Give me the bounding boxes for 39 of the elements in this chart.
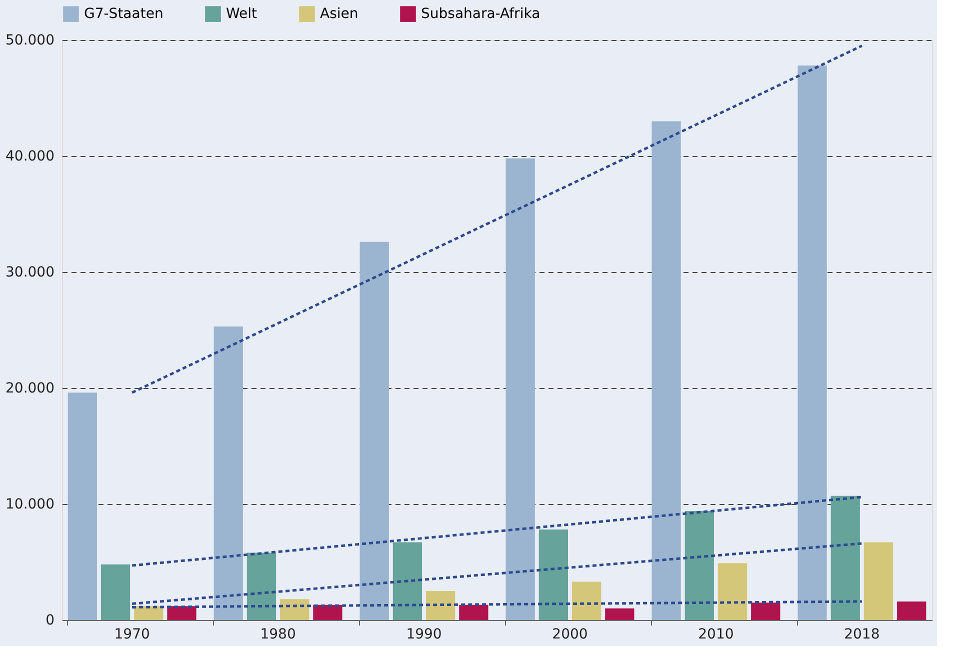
legend-label: Asien bbox=[320, 6, 358, 22]
x-tick-label: 2010 bbox=[698, 626, 734, 642]
bar bbox=[684, 510, 714, 620]
y-tick-label: 0 bbox=[46, 612, 54, 628]
bar bbox=[718, 563, 748, 620]
legend-label: G7-Staaten bbox=[84, 6, 164, 22]
x-tick-label: 2018 bbox=[844, 626, 880, 642]
bar bbox=[538, 530, 568, 620]
bar bbox=[459, 604, 488, 620]
bar bbox=[506, 158, 535, 620]
bar bbox=[652, 121, 681, 620]
bar bbox=[605, 608, 634, 620]
bar bbox=[68, 392, 97, 620]
bar bbox=[246, 552, 276, 620]
bar bbox=[280, 599, 310, 620]
y-tick-label: 50.000 bbox=[6, 32, 54, 48]
bar bbox=[167, 606, 196, 620]
y-tick-label: 10.000 bbox=[6, 496, 54, 512]
x-tick-label: 1980 bbox=[260, 626, 296, 642]
legend-label: Subsahara-Afrika bbox=[421, 6, 540, 22]
bar bbox=[426, 591, 456, 620]
y-tick-label: 20.000 bbox=[6, 380, 54, 396]
legend-label: Welt bbox=[226, 6, 258, 22]
y-tick-label: 40.000 bbox=[6, 148, 54, 164]
bar bbox=[360, 242, 389, 620]
x-tick-label: 2000 bbox=[552, 626, 588, 642]
bar bbox=[572, 582, 602, 620]
bar bbox=[313, 604, 342, 620]
bar bbox=[751, 602, 780, 620]
bar bbox=[798, 66, 827, 620]
bar bbox=[100, 564, 130, 620]
bar bbox=[897, 601, 926, 620]
x-tick-label: 1990 bbox=[406, 626, 442, 642]
y-tick-label: 30.000 bbox=[6, 264, 54, 280]
bar bbox=[830, 496, 860, 620]
bar bbox=[214, 326, 243, 620]
bar bbox=[392, 542, 422, 620]
bar bbox=[864, 542, 894, 620]
x-tick-label: 1970 bbox=[114, 626, 150, 642]
